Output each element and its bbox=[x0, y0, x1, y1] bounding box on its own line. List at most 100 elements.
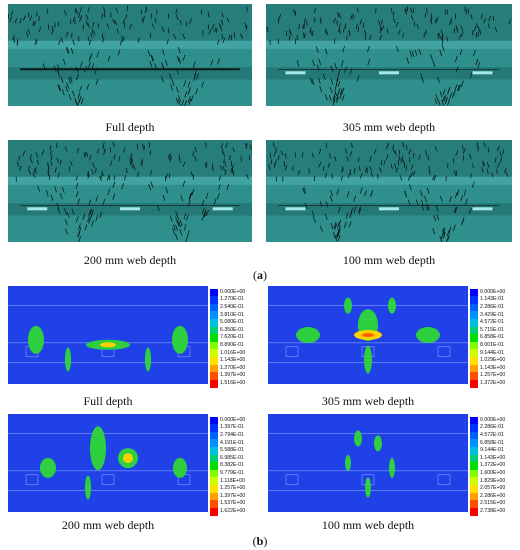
legend-swatch bbox=[210, 424, 218, 433]
legend-entry: 0.000E+00 bbox=[210, 288, 245, 297]
legend-swatch bbox=[470, 318, 478, 327]
legend-swatch bbox=[210, 477, 218, 486]
contour-plot-image bbox=[268, 286, 468, 384]
legend-value: 1.372E+00 bbox=[480, 380, 506, 387]
contour-305mm bbox=[268, 286, 468, 384]
legend-entry: 1.118E+00 bbox=[210, 477, 245, 486]
legend-entry: 2.540E-01 bbox=[210, 303, 244, 312]
legend-entry: 6.858E-01 bbox=[470, 439, 504, 448]
contour-full-depth bbox=[8, 286, 208, 384]
contour-plot-image bbox=[8, 414, 208, 512]
legend-value: 0.000E+00 bbox=[220, 416, 246, 423]
legend-value: 0.000E+00 bbox=[220, 288, 246, 295]
crack-lines bbox=[8, 6, 248, 106]
legend-value: 6.350E-01 bbox=[220, 326, 244, 333]
part-label-b: (b) bbox=[252, 534, 268, 548]
stress-contours bbox=[296, 297, 440, 374]
legend-swatch bbox=[470, 484, 478, 493]
legend-entry: 6.858E-01 bbox=[470, 334, 504, 343]
legend-entry: 1.270E-01 bbox=[210, 296, 244, 305]
legend-swatch bbox=[210, 439, 218, 448]
web-opening bbox=[27, 207, 48, 211]
legend-entry: 8.890E-01 bbox=[210, 341, 244, 350]
legend-swatch bbox=[210, 462, 218, 471]
contour-plot-image bbox=[8, 286, 208, 384]
legend-value: 1.829E+00 bbox=[480, 477, 506, 484]
web-opening bbox=[472, 71, 493, 75]
caption-b-100mm: 100 mm web depth bbox=[321, 518, 415, 532]
legend-entry: 1.270E+00 bbox=[210, 364, 245, 373]
legend-entry: 2.794E-01 bbox=[210, 431, 244, 440]
legend-swatch bbox=[470, 492, 478, 501]
legend-entry: 2.286E-01 bbox=[470, 424, 504, 433]
legend-entry: 1.622E+00 bbox=[210, 507, 245, 516]
legend-swatch bbox=[470, 454, 478, 463]
legend-entry: 9.779E-01 bbox=[210, 469, 244, 478]
legend-value: 6.858E-01 bbox=[480, 439, 504, 446]
legend-value: 2.286E-01 bbox=[480, 304, 504, 311]
crack-pattern-200mm bbox=[8, 140, 252, 242]
legend-value: 9.144E-01 bbox=[480, 447, 504, 454]
legend-value: 6.858E-01 bbox=[480, 334, 504, 341]
legend-swatch bbox=[210, 500, 218, 509]
legend-value: 0.000E+00 bbox=[480, 288, 506, 295]
legend-entry: 1.257E+00 bbox=[210, 484, 245, 493]
legend-value: 1.257E+00 bbox=[220, 485, 246, 492]
legend-value: 3.810E-01 bbox=[220, 311, 244, 318]
crack-lines bbox=[266, 6, 511, 106]
legend-entry: 7.620E-01 bbox=[210, 334, 244, 343]
legend-value: 1.118E+00 bbox=[220, 477, 245, 484]
web-opening bbox=[120, 207, 140, 211]
crack-pattern-image bbox=[8, 140, 252, 242]
crack-pattern-image bbox=[8, 4, 252, 106]
legend-entry: 2.738E+00 bbox=[470, 507, 505, 516]
legend-entry: 3.810E-01 bbox=[210, 311, 244, 320]
legend-entry: 1.016E+00 bbox=[210, 349, 245, 358]
legend-entry: 1.397E+00 bbox=[210, 492, 245, 501]
slab-band bbox=[8, 176, 252, 185]
legend-value: 6.985E-01 bbox=[220, 454, 244, 461]
legend-entry: 1.143E+00 bbox=[470, 364, 505, 373]
legend-value: 1.270E+00 bbox=[220, 364, 246, 371]
legend-entry: 1.397E+00 bbox=[210, 372, 245, 381]
legend-swatch bbox=[470, 379, 478, 388]
legend-entry: 1.397E-01 bbox=[210, 424, 244, 433]
legend-swatch bbox=[210, 431, 218, 440]
stress-contours bbox=[40, 426, 187, 500]
legend-entry: 8.001E-01 bbox=[470, 341, 504, 350]
legend-200mm: 0.000E+00 1.397E-01 2.794E-01 4.191E-01 5.58… bbox=[210, 416, 260, 536]
contour-200mm bbox=[8, 414, 208, 512]
legend-value: 8.001E-01 bbox=[480, 342, 504, 349]
legend-value: 4.572E-01 bbox=[480, 319, 504, 326]
deck-slab bbox=[8, 4, 252, 41]
legend-value: 3.429E-01 bbox=[480, 311, 504, 318]
legend-entry: 1.143E-01 bbox=[470, 296, 504, 305]
legend-swatch bbox=[470, 349, 478, 358]
web-opening bbox=[379, 207, 399, 211]
legend-swatch bbox=[210, 379, 218, 388]
legend-swatch bbox=[210, 446, 218, 455]
caption-a-305mm: 305 mm web depth bbox=[342, 120, 436, 134]
legend-value: 5.080E-01 bbox=[220, 319, 244, 326]
legend-swatch bbox=[470, 424, 478, 433]
legend-entry: 9.144E-01 bbox=[470, 446, 504, 455]
legend-entry: 6.350E-01 bbox=[210, 326, 244, 335]
legend-value: 1.143E-01 bbox=[480, 296, 504, 303]
crack-lines bbox=[15, 141, 252, 242]
legend-swatch bbox=[210, 372, 218, 381]
legend-swatch bbox=[210, 326, 218, 335]
legend-swatch bbox=[470, 303, 478, 312]
legend-entry: 1.029E+00 bbox=[470, 356, 505, 365]
legend-entry: 4.572E-01 bbox=[470, 431, 504, 440]
legend-value: 2.057E+00 bbox=[480, 485, 506, 492]
legend-swatch bbox=[470, 477, 478, 486]
legend-entry: 2.057E+00 bbox=[470, 484, 505, 493]
legend-entry: 1.829E+00 bbox=[470, 477, 505, 486]
web-opening bbox=[212, 207, 233, 211]
legend-value: 2.794E-01 bbox=[220, 432, 244, 439]
legend-entry: 5.080E-01 bbox=[210, 318, 244, 327]
legend-entry: 2.286E+00 bbox=[470, 492, 505, 501]
legend-entry: 1.372E+00 bbox=[470, 462, 505, 471]
slab-band bbox=[266, 176, 512, 185]
caption-b-full-depth: Full depth bbox=[83, 394, 133, 408]
